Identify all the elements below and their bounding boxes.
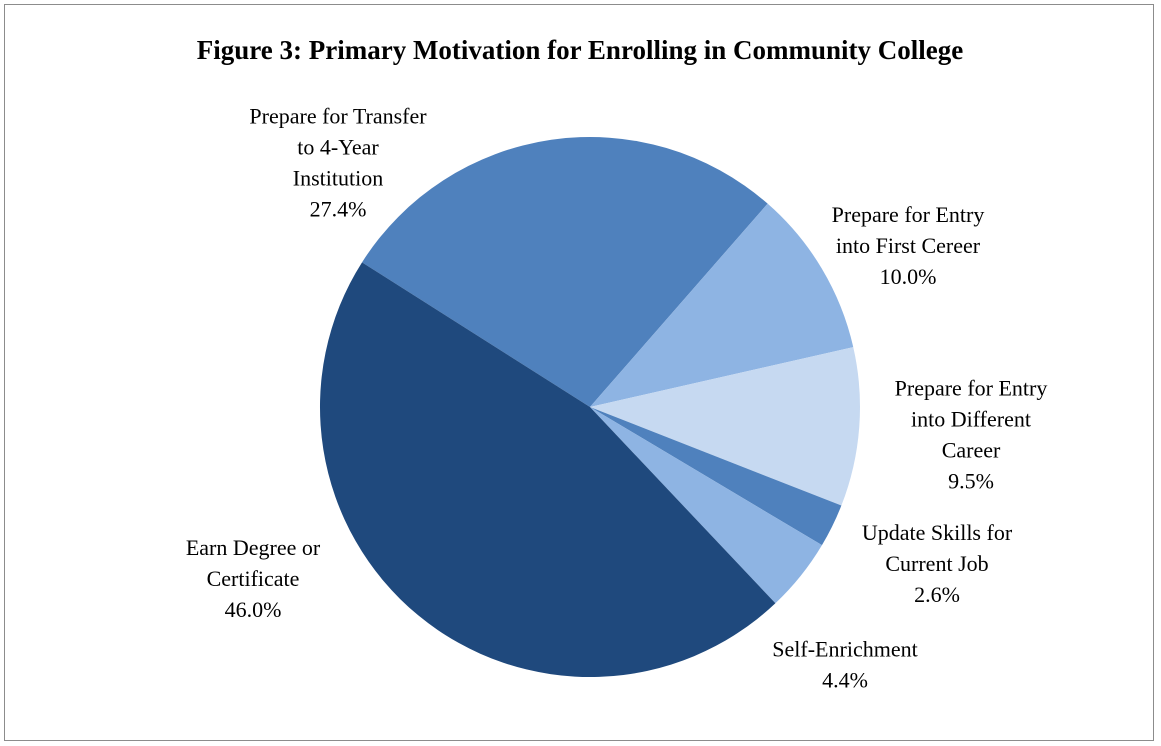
- slice-percent-label: 46.0%: [225, 597, 282, 622]
- chart-frame: Figure 3: Primary Motivation for Enrolli…: [4, 4, 1154, 741]
- pie-slice: [319, 262, 776, 678]
- slice-percent-label: 27.4%: [310, 197, 367, 222]
- slice-percent-label: 10.0%: [880, 264, 937, 289]
- slice-label: Self-Enrichment: [772, 637, 917, 662]
- slice-label: Certificate: [207, 566, 300, 591]
- slice-percent-label: 2.6%: [914, 582, 960, 607]
- pie-chart: Prepare for Transfer to 4-Year Institution…: [186, 104, 1048, 693]
- pie-slice: [590, 347, 860, 506]
- pie-slice: [590, 407, 822, 604]
- slice-label: Prepare for Entry: [895, 376, 1048, 401]
- slice-label: Update Skills for: [862, 520, 1013, 545]
- pie-slice: [590, 407, 842, 546]
- pie-slice: [590, 203, 854, 407]
- slice-label: Current Job: [885, 551, 988, 576]
- pie-slice: [362, 137, 768, 407]
- chart-title: Figure 3: Primary Motivation for Enrolli…: [196, 35, 964, 65]
- slice-label: Career: [942, 438, 1001, 463]
- slice-label: to 4-Year: [297, 135, 379, 160]
- slice-label: into First Cereer: [836, 233, 981, 258]
- slices-group: [319, 137, 860, 678]
- slice-label: Prepare for Transfer: [249, 104, 427, 129]
- slice-label: Prepare for Entry: [832, 202, 985, 227]
- slice-label: Earn Degree or: [186, 535, 321, 560]
- labels-group: Prepare for Transfer to 4-Year Institution…: [186, 104, 1048, 693]
- slice-percent-label: 9.5%: [948, 469, 994, 494]
- slice-percent-label: 4.4%: [822, 668, 868, 693]
- slice-label: into Different: [911, 407, 1031, 432]
- slice-label: Institution: [293, 166, 383, 191]
